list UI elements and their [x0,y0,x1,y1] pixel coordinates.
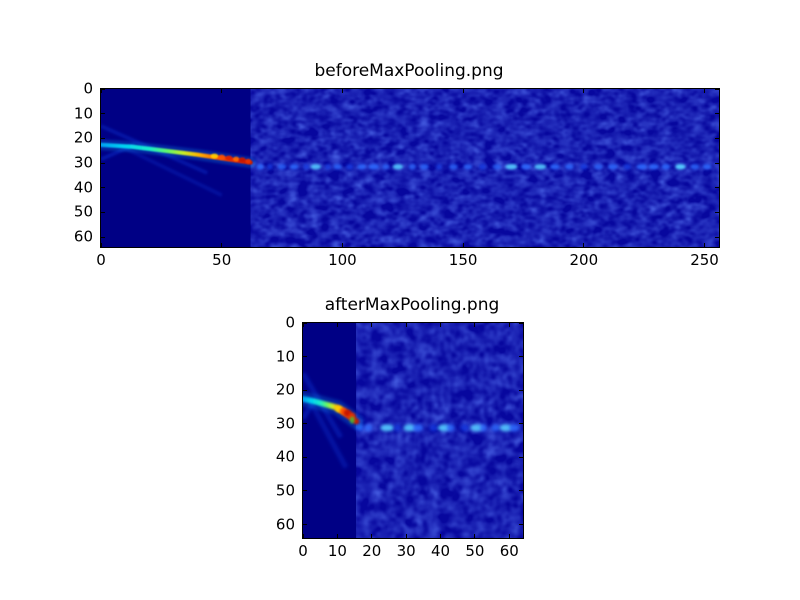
y-tick-mark [519,456,523,458]
x-tick-mark [474,534,476,538]
x-tick-mark [462,89,464,93]
x-tick-label: 50 [465,542,485,560]
y-tick-mark [101,236,105,238]
x-tick-label: 0 [96,251,106,269]
axes-area-after: 0 10 20 30 40 50 60 0 10 20 30 40 50 60 [276,315,524,559]
y-tick-mark [715,137,719,139]
y-tick-label: 30 [73,153,93,172]
y-tick-mark [101,88,105,90]
y-tick-mark [101,162,105,164]
y-tick-mark [101,137,105,139]
y-tick-mark [715,88,719,90]
x-tick-label: 200 [569,251,599,269]
y-tick-mark [303,356,307,358]
y-tick-label: 20 [73,128,93,147]
y-tick-label: 30 [275,414,295,433]
y-tick-label: 10 [73,104,93,123]
y-tick-mark [303,524,307,526]
x-tick-mark [221,89,223,93]
x-tick-label: 50 [212,251,232,269]
axes-area-before: 0 50 100 150 200 250 0 10 20 30 40 50 60 [74,81,720,268]
x-tick-mark [440,534,441,538]
x-tick-mark [440,323,441,327]
y-tick-label: 40 [275,447,295,466]
x-tick-mark [508,534,510,538]
y-tick-label: 0 [285,313,295,332]
y-tick-mark [303,423,307,425]
y-tick-label: 50 [73,202,93,221]
x-tick-label: 60 [499,542,519,560]
heatmap-image [303,323,523,538]
x-tick-mark [371,534,373,538]
y-tick-label: 10 [275,347,295,366]
plot-title-after: afterMaxPooling.png [324,295,500,315]
plot-title-before: beforeMaxPooling.png [314,61,504,81]
x-tick-label: 150 [448,251,478,269]
x-tick-mark [405,534,407,538]
x-tick-label: 10 [327,542,347,560]
y-tick-mark [101,211,105,213]
x-tick-mark [100,89,102,93]
x-tick-mark [302,534,304,538]
x-tick-mark [462,243,464,247]
y-tick-mark [715,162,719,164]
x-tick-mark [341,243,343,247]
y-tick-mark [715,236,719,238]
y-tick-mark [715,187,719,189]
y-tick-label: 20 [275,380,295,399]
x-tick-mark [371,323,373,327]
x-tick-mark [405,323,407,327]
x-tick-mark [474,323,476,327]
x-tick-label: 20 [362,542,382,560]
y-tick-mark [715,113,719,115]
y-tick-mark [519,524,523,526]
x-tick-label: 30 [396,542,416,560]
heatmap-image [101,89,719,247]
x-tick-mark [336,534,338,538]
y-tick-mark [519,389,523,391]
x-tick-mark [221,243,223,247]
y-tick-label: 0 [83,79,93,98]
y-tick-label: 60 [275,515,295,534]
y-tick-label: 40 [73,178,93,197]
y-tick-mark [303,322,307,324]
x-tick-mark [583,243,585,247]
x-tick-mark [341,89,343,93]
y-tick-mark [519,490,523,492]
x-tick-label: 0 [298,542,308,560]
x-tick-mark [302,323,304,327]
y-tick-label: 50 [275,481,295,500]
x-tick-mark [704,89,706,93]
x-tick-label: 100 [328,251,357,269]
x-tick-mark [508,323,510,327]
x-tick-mark [583,89,585,93]
y-tick-label: 60 [73,227,93,246]
y-tick-mark [303,456,307,458]
x-tick-label: 250 [690,251,719,269]
x-tick-mark [336,323,338,327]
y-tick-mark [303,490,307,492]
x-tick-mark [100,243,102,247]
y-tick-mark [715,211,719,213]
y-tick-mark [519,423,523,425]
x-tick-label: 40 [430,542,451,560]
x-tick-mark [704,243,706,247]
y-tick-mark [101,187,105,189]
y-tick-mark [303,389,307,391]
y-tick-mark [519,356,523,358]
y-tick-mark [101,113,105,115]
y-tick-mark [519,322,523,324]
